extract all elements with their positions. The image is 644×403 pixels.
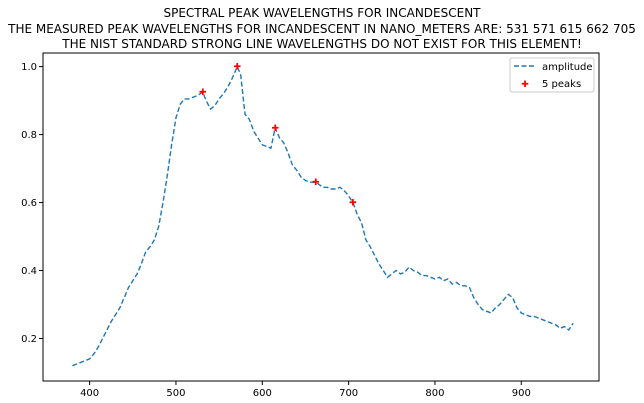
x-tick-label: 700: [339, 388, 358, 399]
chart-subtitle-nist: THE NIST STANDARD STRONG LINE WAVELENGTH…: [62, 37, 582, 51]
axes-frame: [42, 52, 600, 382]
y-tick-label: 0.2: [21, 334, 37, 345]
x-tick-label: 400: [80, 388, 99, 399]
chart-subtitle-peaks: THE MEASURED PEAK WAVELENGTHS FOR INCAND…: [8, 22, 636, 36]
peak-marker: ✚: [271, 124, 279, 134]
series-line-amplitude: [72, 64, 574, 367]
x-tick-label: 600: [253, 388, 272, 399]
peak-marker: ✚: [312, 178, 320, 188]
legend-amplitude-label: amplitude: [542, 62, 593, 73]
legend-peaks-label: 5 peaks: [542, 79, 581, 90]
legend: amplitude ✚ 5 peaks: [509, 57, 595, 93]
x-tick-label: 500: [166, 388, 185, 399]
peak-markers: ✚ ✚ ✚ ✚ ✚: [199, 63, 357, 209]
peak-marker: ✚: [349, 199, 357, 209]
y-tick-label: 1.0: [21, 62, 37, 73]
peak-marker: ✚: [233, 63, 241, 73]
y-tick-label: 0.8: [21, 130, 37, 141]
y-tick-label: 0.4: [21, 266, 37, 277]
x-tick-label: 900: [512, 388, 531, 399]
chart-title: SPECTRAL PEAK WAVELENGTHS FOR INCANDESCE…: [163, 6, 481, 20]
peak-marker: ✚: [199, 88, 207, 98]
y-tick-label: 0.6: [21, 198, 37, 209]
y-axis: 0.2 0.4 0.6 0.8 1.0: [21, 62, 43, 345]
x-tick-label: 800: [425, 388, 444, 399]
x-axis: 400 500 600 700 800 900: [80, 381, 531, 399]
legend-peaks-swatch: ✚: [521, 80, 529, 90]
